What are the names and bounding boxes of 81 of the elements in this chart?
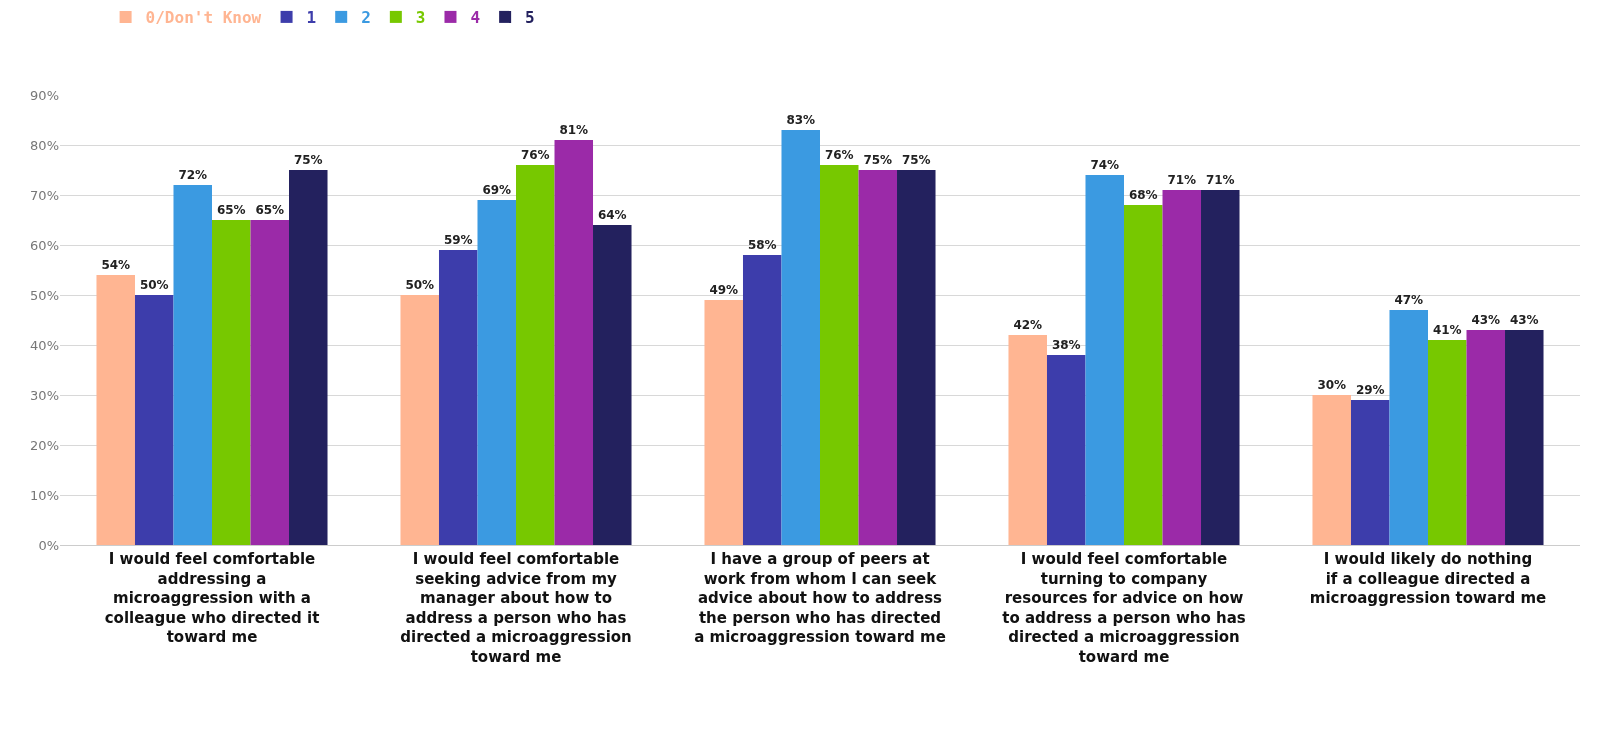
- bar: [173, 185, 212, 545]
- data-label: 58%: [747, 238, 777, 252]
- bar: [1162, 190, 1202, 545]
- bar: [1046, 355, 1086, 545]
- bar: [554, 140, 594, 545]
- bar: [1124, 205, 1163, 545]
- bar: [1312, 395, 1351, 545]
- data-label: 76%: [824, 148, 854, 162]
- bar: [438, 250, 478, 545]
- data-label: 75%: [863, 153, 893, 167]
- bar: [1008, 335, 1047, 545]
- data-label: 74%: [1090, 158, 1120, 172]
- y-tick-label: 60%: [30, 237, 59, 253]
- data-label: 29%: [1355, 383, 1385, 397]
- data-label: 42%: [1013, 318, 1043, 332]
- bar: [96, 275, 135, 545]
- bar: [781, 130, 820, 545]
- y-tick-label: 90%: [30, 87, 59, 103]
- y-tick-label: 20%: [30, 437, 59, 453]
- data-label: 75%: [901, 153, 931, 167]
- data-label: 81%: [559, 123, 589, 137]
- bar: [820, 165, 859, 545]
- data-label: 41%: [1432, 323, 1462, 337]
- x-tick-label: I would feel comfortable addressing a microaggression with a colleague who directed it toward me: [104, 550, 320, 646]
- y-tick-label: 30%: [30, 387, 59, 403]
- data-label: 76%: [520, 148, 550, 162]
- bar: [1350, 400, 1390, 545]
- bar: [1201, 190, 1240, 545]
- legend-label: 3: [415, 8, 426, 28]
- bar: [897, 170, 936, 545]
- data-label: 50%: [139, 278, 169, 292]
- bar: [134, 295, 174, 545]
- x-tick-label: I would likely do nothing if a colleague directed a microaggression toward me: [1309, 550, 1547, 607]
- legend-label: 4: [470, 8, 481, 28]
- y-tick-label: 80%: [30, 137, 59, 153]
- bar: [516, 165, 555, 545]
- y-tick-label: 50%: [30, 287, 59, 303]
- data-label: 65%: [216, 203, 246, 217]
- data-label: 83%: [786, 113, 816, 127]
- y-tick-label: 40%: [30, 337, 59, 353]
- bar: [742, 255, 782, 545]
- bar: [1466, 330, 1506, 545]
- data-label: 43%: [1471, 313, 1501, 327]
- x-tick-label: I have a group of peers at work from whom I can seek advice about how to address the person who has directed a microaggression toward me: [694, 550, 946, 646]
- bar: [1428, 340, 1467, 545]
- data-label: 71%: [1205, 173, 1235, 187]
- data-label: 72%: [178, 168, 208, 182]
- data-label: 30%: [1317, 378, 1347, 392]
- data-label: 47%: [1394, 293, 1424, 307]
- bar: [289, 170, 328, 545]
- legend-label: 2: [361, 8, 371, 28]
- bar: [250, 220, 290, 545]
- bar: [1505, 330, 1544, 545]
- data-label: 49%: [709, 283, 739, 297]
- data-label: 43%: [1509, 313, 1539, 327]
- y-tick-label: 0%: [38, 537, 59, 553]
- bar: [212, 220, 251, 545]
- data-label: 71%: [1167, 173, 1197, 187]
- data-label: 75%: [293, 153, 323, 167]
- bar: [477, 200, 516, 545]
- bar: [858, 170, 898, 545]
- bar: [1389, 310, 1428, 545]
- data-label: 68%: [1128, 188, 1158, 202]
- bar: [704, 300, 743, 545]
- data-label: 54%: [101, 258, 131, 272]
- data-label: 38%: [1051, 338, 1081, 352]
- y-tick-label: 10%: [30, 487, 59, 503]
- x-tick-label: I would feel comfortable seeking advice from my manager about how to address a person who has directed a microaggression toward me: [400, 550, 632, 666]
- bar: [1085, 175, 1124, 545]
- bar: [400, 295, 439, 545]
- legend-label: 1: [306, 8, 317, 28]
- data-label: 59%: [443, 233, 473, 247]
- legend-label: 5: [525, 8, 535, 28]
- data-label: 64%: [597, 208, 627, 222]
- y-tick-label: 70%: [30, 187, 59, 203]
- data-label: 65%: [255, 203, 285, 217]
- legend-label: 0/Don't Know: [145, 8, 262, 28]
- data-label: 50%: [405, 278, 435, 292]
- x-tick-label: I would feel comfortable turning to company resources for advice on how to address a person who has directed a microaggression toward me: [1002, 550, 1246, 666]
- data-label: 69%: [482, 183, 512, 197]
- bar: [593, 225, 632, 545]
